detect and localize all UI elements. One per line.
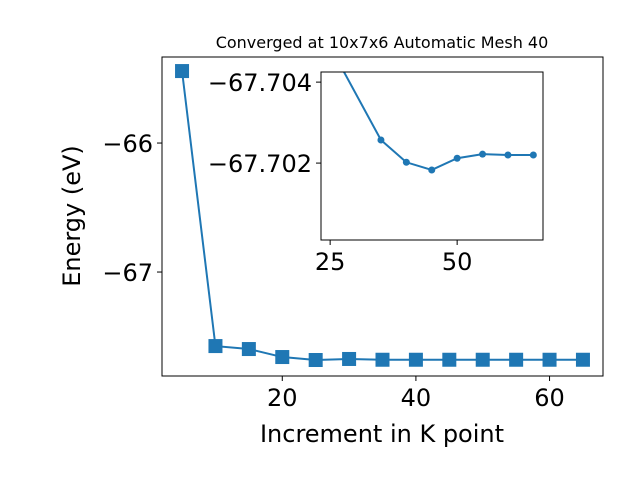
- series-line: [342, 72, 534, 172]
- chart-title: Converged at 10x7x6 Automatic Mesh 40: [216, 33, 549, 52]
- marker: [453, 154, 461, 162]
- marker: [408, 352, 423, 367]
- x-axis-label: Increment in K point: [260, 420, 504, 448]
- plot-group: [175, 64, 590, 368]
- marker: [377, 136, 385, 144]
- marker: [475, 352, 490, 367]
- x-tick-label: 20: [267, 384, 298, 412]
- marker: [542, 352, 557, 367]
- marker: [479, 150, 487, 158]
- marker: [375, 352, 390, 367]
- marker: [504, 151, 512, 159]
- y-tick-label: −66: [102, 130, 153, 158]
- marker: [402, 158, 410, 166]
- x-tick-label: 25: [315, 248, 346, 276]
- y-tick-label: −67.702: [208, 150, 312, 178]
- x-tick-label: 40: [401, 384, 432, 412]
- marker: [529, 151, 537, 159]
- marker: [308, 353, 323, 368]
- plot-group: [342, 72, 537, 174]
- axes-frame: [320, 71, 544, 241]
- marker: [428, 166, 436, 174]
- x-tick-label: 50: [442, 248, 473, 276]
- marker: [175, 64, 190, 79]
- marker: [275, 350, 290, 365]
- axes-frame: [161, 56, 604, 377]
- y-tick-label: −67.704: [208, 69, 312, 97]
- marker: [442, 352, 457, 367]
- marker: [241, 342, 256, 357]
- marker: [208, 339, 223, 354]
- marker: [575, 352, 590, 367]
- x-tick-label: 60: [534, 384, 565, 412]
- marker: [342, 351, 357, 366]
- marker: [509, 352, 524, 367]
- y-axis-label: Energy (eV): [58, 145, 86, 287]
- y-tick-label: −67: [102, 259, 153, 287]
